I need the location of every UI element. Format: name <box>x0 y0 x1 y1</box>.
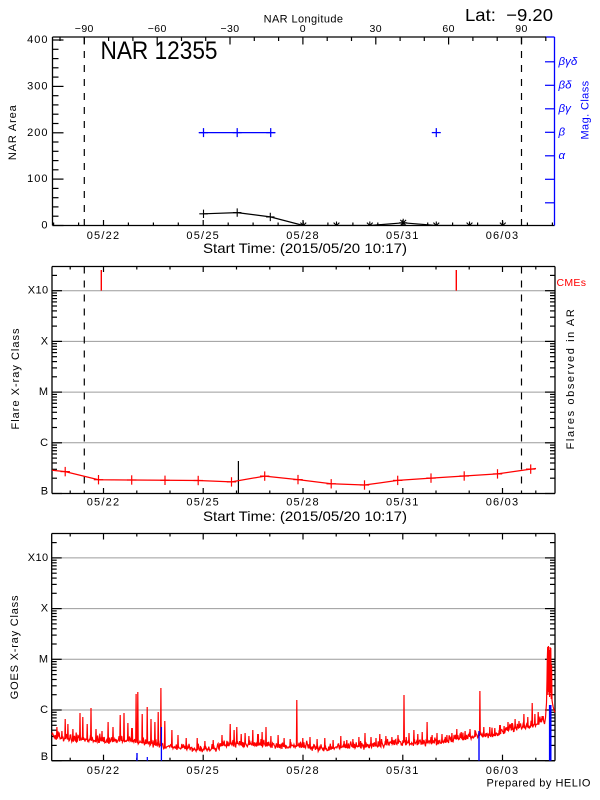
svg-text:βγ: βγ <box>558 103 573 115</box>
svg-text:100: 100 <box>27 173 48 185</box>
svg-text:200: 200 <box>27 127 48 139</box>
svg-text:Start Time: (2015/05/20 10:17): Start Time: (2015/05/20 10:17) <box>203 508 407 524</box>
svg-text:M: M <box>39 653 49 665</box>
svg-text:β: β <box>558 126 566 138</box>
svg-text:Flares observed in AR: Flares observed in AR <box>565 308 577 450</box>
svg-text:B: B <box>41 751 49 763</box>
svg-text:NAR Area: NAR Area <box>7 104 19 160</box>
svg-text:Mag. Class: Mag. Class <box>580 80 592 139</box>
svg-text:βδ: βδ <box>558 79 573 91</box>
svg-text:GOES X-ray Class: GOES X-ray Class <box>9 595 21 699</box>
svg-text:05/28: 05/28 <box>286 230 320 242</box>
svg-text:M: M <box>39 386 49 398</box>
svg-text:−90: −90 <box>75 23 94 35</box>
svg-text:60: 60 <box>442 23 454 35</box>
svg-text:X: X <box>41 603 49 615</box>
svg-text:βγδ: βγδ <box>558 56 578 68</box>
svg-text:−30: −30 <box>220 23 239 35</box>
svg-text:C: C <box>40 704 48 716</box>
svg-text:05/22: 05/22 <box>87 496 121 508</box>
svg-text:90: 90 <box>515 23 527 35</box>
svg-text:−60: −60 <box>148 23 167 35</box>
svg-text:05/28: 05/28 <box>286 765 320 777</box>
svg-text:0: 0 <box>41 220 48 232</box>
svg-text:NAR 12355: NAR 12355 <box>101 37 218 65</box>
svg-text:X10: X10 <box>28 285 49 297</box>
svg-text:06/03: 06/03 <box>486 765 520 777</box>
svg-text:05/22: 05/22 <box>87 765 121 777</box>
svg-text:300: 300 <box>27 80 48 92</box>
svg-text:B: B <box>41 486 49 498</box>
svg-text:30: 30 <box>370 23 382 35</box>
svg-text:C: C <box>40 437 48 449</box>
svg-text:05/25: 05/25 <box>186 496 220 508</box>
svg-text:X: X <box>41 335 49 347</box>
svg-text:α: α <box>559 150 566 162</box>
svg-text:05/28: 05/28 <box>286 496 320 508</box>
svg-text:0: 0 <box>300 23 306 35</box>
svg-text:05/31: 05/31 <box>386 496 420 508</box>
svg-text:X10: X10 <box>28 552 49 564</box>
svg-text:NAR Longitude: NAR Longitude <box>264 13 344 25</box>
svg-text:05/25: 05/25 <box>186 230 220 242</box>
svg-text:06/03: 06/03 <box>486 230 520 242</box>
svg-text:400: 400 <box>27 34 48 46</box>
svg-text:05/25: 05/25 <box>186 765 220 777</box>
svg-text:Lat: −9.20: Lat: −9.20 <box>465 5 553 25</box>
svg-text:Start Time: (2015/05/20 10:17): Start Time: (2015/05/20 10:17) <box>203 240 407 256</box>
svg-text:05/31: 05/31 <box>386 230 420 242</box>
svg-text:05/31: 05/31 <box>386 765 420 777</box>
svg-text:Flare X-ray Class: Flare X-ray Class <box>10 328 22 430</box>
svg-text:06/03: 06/03 <box>486 496 520 508</box>
svg-text:Prepared by HELIO: Prepared by HELIO <box>487 778 592 790</box>
svg-text:05/22: 05/22 <box>87 230 121 242</box>
svg-text:CMEs: CMEs <box>557 277 587 289</box>
